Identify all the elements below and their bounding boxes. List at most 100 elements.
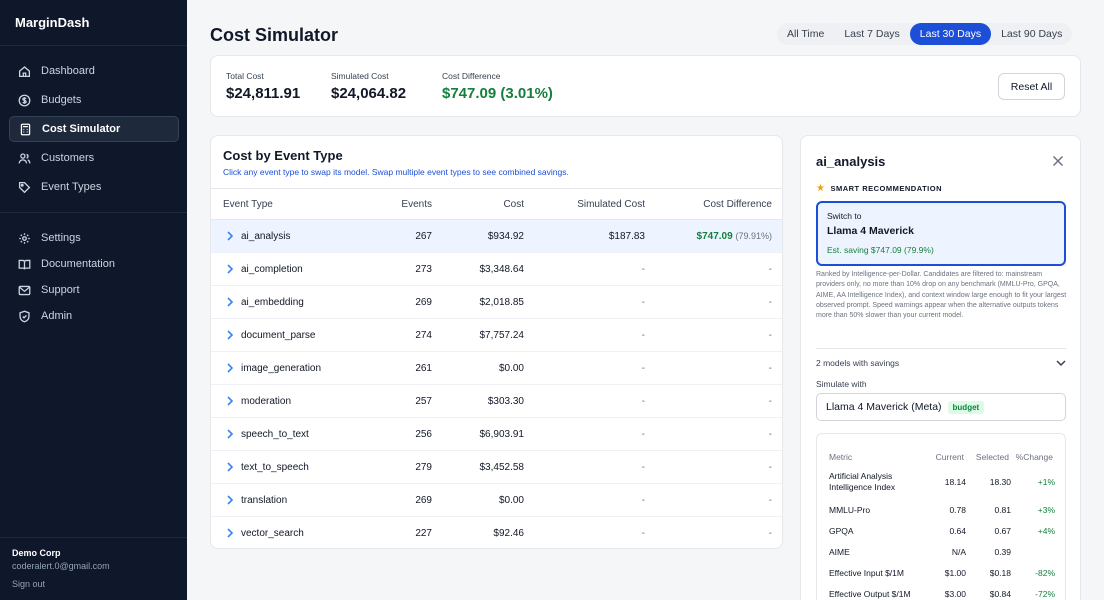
table-row[interactable]: vector_search 227 $92.46 - - [211,517,782,548]
table-row[interactable]: speech_to_text 256 $6,903.91 - - [211,418,782,451]
metric-current: 0.78 [949,505,966,515]
sidebar-item-label: Budgets [41,94,82,106]
sign-out-link[interactable]: Sign out [12,579,46,589]
sidebar-item-settings[interactable]: Settings [9,225,179,251]
column-header-cost-difference[interactable]: Cost Difference [703,199,772,210]
simulated-cost-label: Simulated Cost [331,71,389,81]
column-header-cost[interactable]: Cost [503,199,524,210]
metrics-header-metric: Metric [829,452,853,462]
simulate-model-select[interactable]: Llama 4 Maverick (Meta) budget [816,393,1066,421]
simulated-cost-cell: - [641,396,645,407]
chevron-right-icon [226,296,234,308]
cost-difference-cell-value: - [768,528,772,539]
table-row[interactable]: ai_analysis 267 $934.92 $187.83 $747.09 (79.… [211,220,782,253]
users-icon [18,152,31,165]
summary-card: Total Cost $24,811.91 Simulated Cost $24… [210,55,1081,117]
cost-difference-cell: - [769,396,772,407]
metrics-header-change: %Change [1015,452,1053,462]
simulated-cost-cell: - [641,264,645,275]
tab-all-time[interactable]: All Time [787,28,825,40]
metric-current: 0.64 [949,526,966,536]
simulated-cost-cell: - [641,363,645,374]
metric-selected: 0.81 [994,505,1011,515]
simulated-cost-stat: Simulated Cost $24,064.82 [331,71,406,102]
models-with-savings-toggle[interactable]: 2 models with savings [816,358,1066,370]
column-header-event-type[interactable]: Event Type [223,199,273,210]
metrics-header-selected: Selected [975,452,1009,462]
brand-logo[interactable]: MarginDash [15,15,90,30]
simulated-cost-value: $24,064.82 [331,85,407,102]
close-icon[interactable] [1052,154,1064,167]
cost-difference-cell-value: - [768,495,772,506]
recommendation-card[interactable]: Switch to Llama 4 Maverick Est. saving $… [816,201,1066,266]
cost-difference-cell: - [769,462,772,473]
sidebar-item-admin[interactable]: Admin [9,303,179,329]
events-cell: 269 [415,495,432,506]
column-header-events[interactable]: Events [401,199,432,210]
event-type-cell: image_generation [241,363,322,374]
event-type-cell: document_parse [241,330,316,341]
page-title: Cost Simulator [210,25,339,45]
table-subtitle: Click any event type to swap its model. … [223,167,569,177]
table-row[interactable]: ai_embedding 269 $2,018.85 - - [211,286,782,319]
reset-all-button[interactable]: Reset All [998,73,1065,100]
metric-current: N/A [951,547,966,557]
simulated-cost-cell: $187.83 [608,231,645,242]
total-cost-value: $24,811.91 [226,85,301,102]
cost-difference-cell: - [769,429,772,440]
cost-cell: $303.30 [487,396,524,407]
cost-cell: $6,903.91 [479,429,525,440]
sidebar-item-support[interactable]: Support [9,277,179,303]
event-type-cell: speech_to_text [241,429,309,440]
sidebar-item-label: Dashboard [41,65,95,77]
tag-icon [18,181,31,194]
metric-name: Effective Output $/1M [829,589,911,599]
cost-difference-cell: - [769,528,772,539]
simulated-cost-cell: - [641,528,645,539]
table-row[interactable]: ai_completion 273 $3,348.64 - - [211,253,782,286]
metric-selected: 0.39 [994,547,1011,557]
metrics-table: Metric Current Selected %Change Artifici… [816,433,1066,600]
metric-change: -72% [1035,589,1055,599]
metric-selected: $0.18 [989,568,1011,578]
tab-last-90-days[interactable]: Last 90 Days [1001,28,1063,40]
table-row[interactable]: text_to_speech 279 $3,452.58 - - [211,451,782,484]
cost-difference-cell-value: - [768,363,772,374]
cost-cell: $3,348.64 [479,264,525,275]
recommendation-saving: Est. saving $747.09 (79.9%) [827,245,934,255]
column-header-simulated-cost[interactable]: Simulated Cost [577,199,645,210]
event-type-cell: ai_completion [241,264,303,275]
sidebar-item-customers[interactable]: Customers [9,145,179,171]
sidebar-item-dashboard[interactable]: Dashboard [9,58,179,84]
table-row[interactable]: moderation 257 $303.30 - - [211,385,782,418]
chevron-right-icon [226,461,234,473]
sidebar-divider [0,45,187,46]
cost-difference-cell-value: - [768,462,772,473]
table-row[interactable]: image_generation 261 $0.00 - - [211,352,782,385]
sidebar-item-event-types[interactable]: Event Types [9,174,179,200]
cost-difference-cell: - [769,330,772,341]
star-icon: ★ [816,183,826,194]
sidebar-item-documentation[interactable]: Documentation [9,251,179,277]
shield-icon [18,310,31,323]
chevron-right-icon [226,263,234,275]
cost-difference-cell: - [769,363,772,374]
cost-difference-cell-value: - [768,429,772,440]
sidebar-item-label: Customers [41,152,95,164]
sidebar-item-cost-simulator[interactable]: Cost Simulator [9,116,179,142]
recommendation-note: Ranked by Intelligence-per-Dollar. Candi… [816,271,1067,320]
metric-current: $1.00 [944,568,966,578]
simulate-model-value: Llama 4 Maverick (Meta) [826,401,942,413]
tab-last-7-days[interactable]: Last 7 Days [844,28,900,40]
table-row[interactable]: translation 269 $0.00 - - [211,484,782,517]
metric-selected: $0.84 [989,589,1011,599]
event-type-cell: text_to_speech [241,462,309,473]
tab-last-30-days[interactable]: Last 30 Days [909,23,992,45]
cost-cell: $3,452.58 [479,462,525,473]
cost-cell: $2,018.85 [479,297,525,308]
table-row[interactable]: document_parse 274 $7,757.24 - - [211,319,782,352]
sidebar-item-budgets[interactable]: Budgets [9,87,179,113]
metric-name: Artificial Analysis Intelligence Index [829,471,896,492]
events-cell: 274 [415,330,432,341]
events-cell: 269 [415,297,432,308]
